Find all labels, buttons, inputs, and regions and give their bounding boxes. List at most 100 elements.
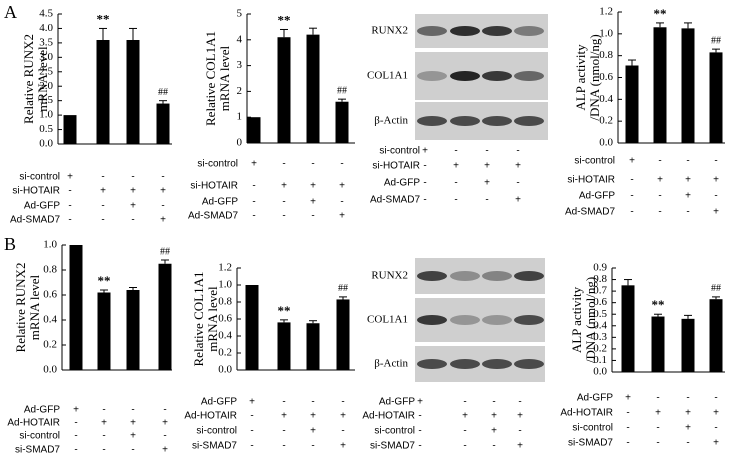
condition-label: si-control bbox=[19, 172, 60, 183]
condition-sign: + bbox=[310, 426, 316, 437]
condition-label: Ad-SMAD7 bbox=[188, 211, 238, 222]
condition-sign: - bbox=[252, 197, 255, 208]
condition-sign: - bbox=[131, 405, 134, 416]
condition-sign: - bbox=[131, 172, 134, 183]
condition-sign: + bbox=[101, 418, 107, 429]
condition-sign: - bbox=[463, 397, 466, 408]
condition-sign: - bbox=[341, 426, 344, 437]
blot-band bbox=[514, 116, 544, 126]
y-tick-label: 0.6 bbox=[593, 296, 607, 308]
condition-sign: - bbox=[656, 393, 659, 404]
y-tick-label: 0.6 bbox=[599, 71, 613, 83]
condition-sign: - bbox=[492, 441, 495, 452]
condition-sign: - bbox=[101, 172, 104, 183]
significance-label: ** bbox=[278, 12, 291, 27]
y-tick-label: 3.5 bbox=[39, 36, 53, 48]
bar bbox=[335, 101, 349, 143]
condition-sign: - bbox=[626, 438, 629, 449]
condition-sign: + bbox=[462, 411, 468, 422]
blot-band bbox=[417, 71, 447, 81]
blot-band bbox=[514, 271, 544, 281]
condition-sign: + bbox=[130, 201, 136, 212]
condition-sign: - bbox=[282, 441, 285, 452]
condition-sign: + bbox=[310, 411, 316, 422]
y-tick-label: 1.2 bbox=[599, 6, 613, 18]
condition-sign: + bbox=[130, 186, 136, 197]
blot-band bbox=[450, 271, 480, 281]
y-tick-label: 0.5 bbox=[593, 308, 607, 320]
condition-sign: - bbox=[454, 195, 457, 206]
condition-sign: - bbox=[418, 441, 421, 452]
condition-sign: - bbox=[423, 161, 426, 172]
bar bbox=[247, 117, 261, 143]
y-tick-label: 1.5 bbox=[39, 94, 53, 106]
condition-sign: + bbox=[713, 438, 719, 449]
condition-label: Ad-GFP bbox=[201, 397, 237, 408]
condition-sign: + bbox=[517, 411, 523, 422]
condition-sign: - bbox=[74, 431, 77, 442]
condition-label: Ad-SMAD7 bbox=[10, 215, 60, 226]
y-tick-label: 0.1 bbox=[593, 354, 607, 366]
blot-band bbox=[514, 71, 544, 81]
condition-sign: + bbox=[491, 411, 497, 422]
y-tick-label: 0.4 bbox=[599, 93, 613, 105]
condition-sign: + bbox=[625, 393, 631, 404]
y-tick-label: 0.5 bbox=[39, 123, 53, 135]
condition-label: si-control bbox=[196, 426, 237, 437]
condition-sign: - bbox=[418, 411, 421, 422]
condition-label: si-SMAD7 bbox=[568, 438, 613, 449]
blot-band bbox=[482, 359, 512, 369]
y-tick-label: 0.2 bbox=[593, 342, 607, 354]
condition-sign: + bbox=[417, 397, 423, 408]
condition-sign: + bbox=[517, 441, 523, 452]
condition-sign: - bbox=[74, 445, 77, 456]
condition-sign: + bbox=[713, 408, 719, 419]
condition-label: si-SMAD7 bbox=[192, 441, 237, 452]
y-tick-label: 0.2 bbox=[43, 339, 57, 351]
condition-sign: - bbox=[686, 207, 689, 218]
significance-label: ** bbox=[278, 303, 291, 318]
condition-sign: - bbox=[656, 438, 659, 449]
condition-sign: + bbox=[162, 445, 168, 456]
condition-sign: + bbox=[340, 441, 346, 452]
condition-sign: - bbox=[418, 426, 421, 437]
condition-sign: - bbox=[463, 441, 466, 452]
condition-label: Ad-GFP bbox=[579, 191, 615, 202]
blot-band bbox=[417, 271, 447, 281]
condition-sign: + bbox=[685, 408, 691, 419]
condition-sign: - bbox=[250, 411, 253, 422]
y-tick-label: 0.2 bbox=[599, 115, 613, 127]
condition-sign: + bbox=[484, 178, 490, 189]
condition-sign: - bbox=[626, 423, 629, 434]
bar bbox=[69, 245, 83, 370]
condition-sign: - bbox=[101, 201, 104, 212]
condition-sign: + bbox=[73, 405, 79, 416]
condition-label: Ad-GFP bbox=[379, 397, 415, 408]
condition-label: si-SMAD7 bbox=[370, 441, 415, 452]
y-tick-label: 0.7 bbox=[593, 285, 607, 297]
condition-sign: - bbox=[658, 207, 661, 218]
bar bbox=[625, 65, 639, 143]
y-tick-label: 0.4 bbox=[218, 330, 232, 342]
condition-sign: + bbox=[515, 195, 521, 206]
bar bbox=[126, 290, 140, 370]
blot-band bbox=[482, 116, 512, 126]
blot-band bbox=[450, 359, 480, 369]
condition-label: si-HOTAIR bbox=[190, 181, 238, 192]
condition-sign: - bbox=[454, 178, 457, 189]
blot-band bbox=[514, 359, 544, 369]
condition-sign: + bbox=[281, 181, 287, 192]
condition-sign: - bbox=[161, 201, 164, 212]
condition-sign: - bbox=[311, 397, 314, 408]
y-axis-title: ALP activity bbox=[573, 44, 588, 111]
y-tick-label: 0.8 bbox=[218, 296, 232, 308]
y-tick-label: 0.0 bbox=[43, 364, 57, 376]
condition-label: Ad-GFP bbox=[24, 405, 60, 416]
condition-sign: - bbox=[686, 156, 689, 167]
bar bbox=[651, 316, 665, 372]
condition-sign: + bbox=[310, 181, 316, 192]
condition-label: Ad-SMAD7 bbox=[370, 195, 420, 206]
bar bbox=[653, 27, 667, 143]
y-tick-label: 1.0 bbox=[218, 279, 232, 291]
